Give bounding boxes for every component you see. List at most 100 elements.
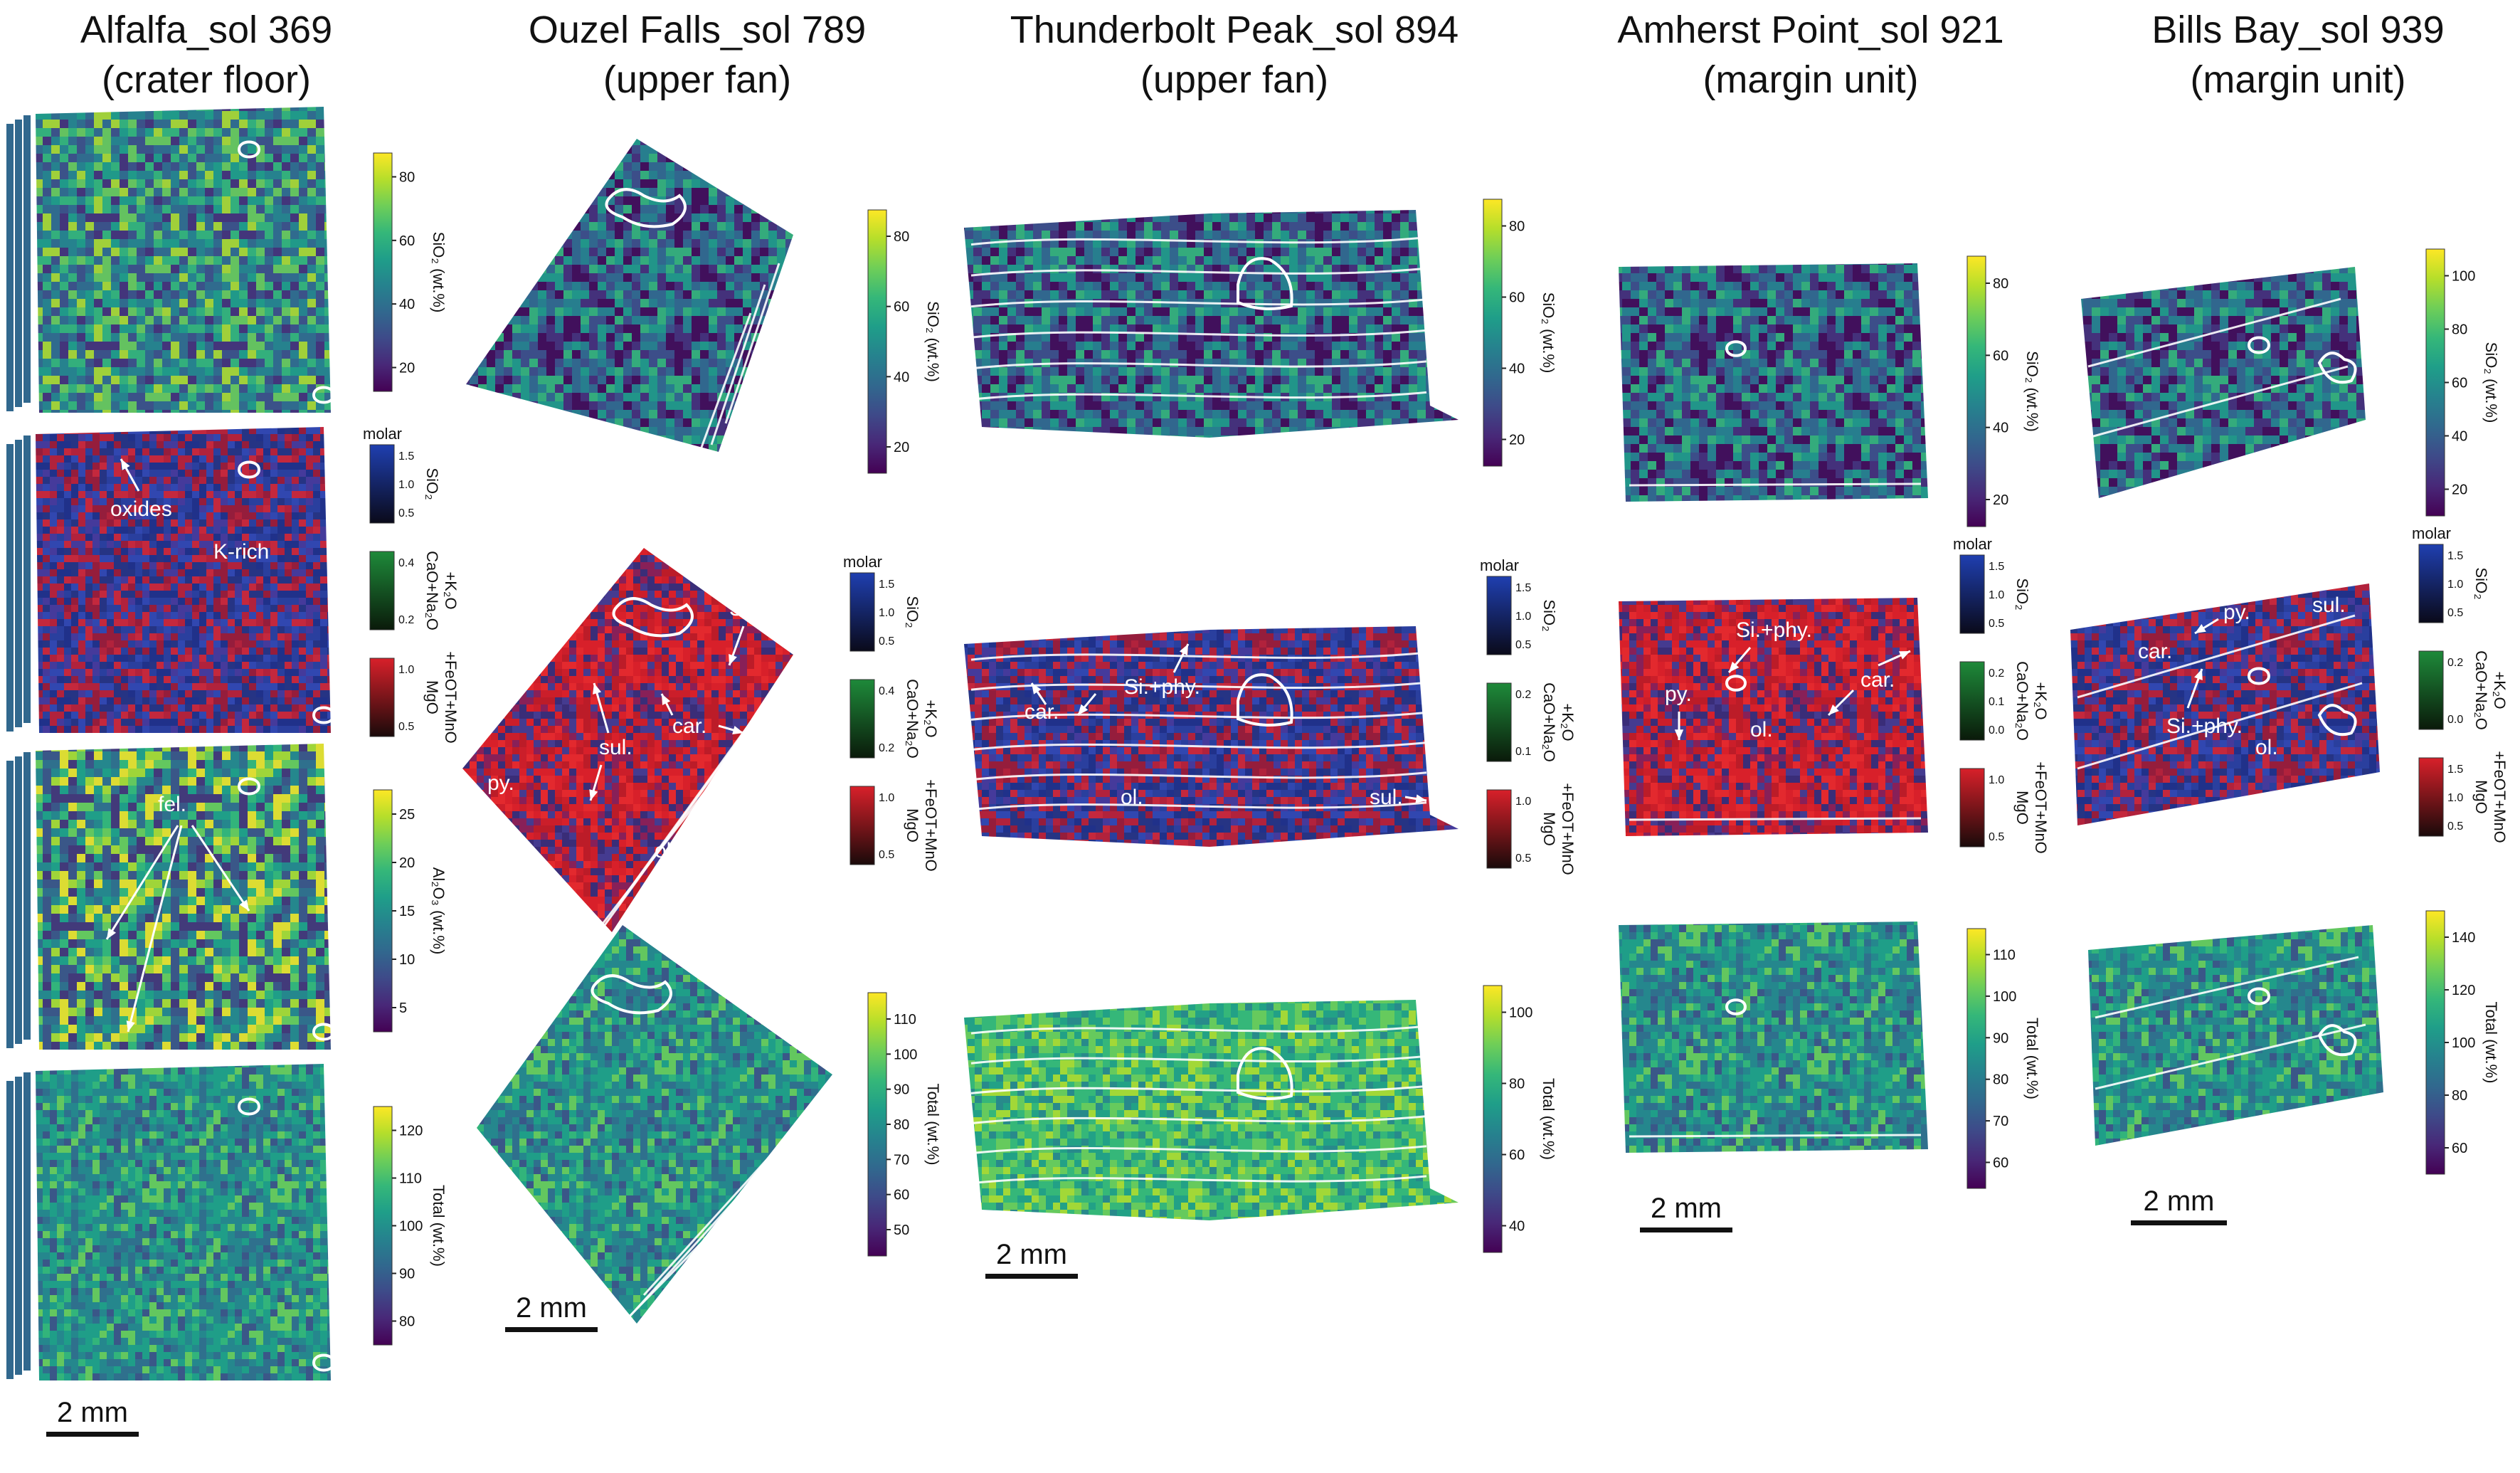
target-outline: [1237, 257, 1293, 310]
rgb-tick-label: 0.0: [1989, 724, 2004, 736]
sample-title-2: Thunderbolt Peak_sol 894 (upper fan): [1010, 9, 1458, 101]
rgb-bar-label: CaO+Na₂O: [904, 679, 921, 759]
bills-annot-sul: sul.: [2312, 593, 2346, 617]
colorbar-gradient: [1483, 199, 1503, 467]
rgb-tick-label: 0.2: [1515, 689, 1531, 701]
thunder-annot-car: car.: [1025, 682, 1059, 724]
alfalfa-map-2: [36, 744, 336, 1050]
colorbar-tick-label: 20: [2452, 482, 2467, 498]
stripe-line: [970, 1175, 1427, 1185]
sample-title: Amherst Point_sol 921: [1617, 9, 2003, 51]
colorbar-tick-label: 20: [894, 440, 909, 455]
sample-title-4: Bills Bay_sol 939 (margin unit): [2151, 9, 2444, 101]
stripe-line: [614, 1151, 791, 1332]
amherst-map-1-area: [1619, 598, 1928, 836]
colorbar-tick-label: 60: [1509, 290, 1525, 306]
stripe-line: [970, 1025, 1427, 1035]
colorbar-gradient: [373, 152, 393, 392]
ouzel-annot-ol: ol.: [655, 839, 677, 862]
bills-annot-siphy: Si.+phy.: [2166, 668, 2243, 738]
arrow-head: [1729, 661, 1740, 672]
ouzel-map-0-area: [466, 139, 793, 452]
stripe-line: [2077, 682, 2363, 770]
colorbar-label: SiO₂ (wt.%): [430, 232, 448, 313]
rgb-colorbar-top: [1959, 554, 1985, 634]
annotation-label: oxides: [110, 497, 172, 521]
rgb-colorbar-top: [1486, 576, 1512, 655]
rgb-tick-label: 0.5: [398, 507, 414, 519]
rgb-bar-label: SiO₂: [1540, 599, 1558, 631]
rgb-tick-label: 1.5: [879, 579, 894, 591]
rgb-bar-label: +K₂O: [2491, 671, 2509, 709]
stripe-line: [1629, 817, 1922, 821]
target-outline: [312, 1353, 336, 1372]
stripe-line: [970, 771, 1427, 781]
molar-label: molar: [1480, 556, 1519, 574]
stripe-line: [642, 1102, 820, 1297]
colorbar-tick-label: 10: [399, 952, 415, 968]
colorbar-gradient: [1966, 255, 1986, 527]
rgb-bar-label: +K₂O: [442, 571, 460, 609]
stripe-line: [970, 711, 1427, 721]
stripe-line: [724, 263, 780, 424]
colorbar-label: SiO₂ (wt.%): [924, 301, 942, 382]
scale-bar-label: 2 mm: [516, 1292, 587, 1324]
ouzel-rgb-colorbars: molar 1.5 1.0 0.5 SiO₂ 0.4 0.2 CaO+Na₂O +K₂O 1.0 0…: [843, 553, 940, 872]
annotation-arrow: [127, 825, 183, 1033]
rgb-tick-label: 1.5: [2447, 764, 2463, 776]
colorbar-tick-label: 80: [2452, 1088, 2467, 1104]
colorbar-tick-label: 20: [1509, 433, 1525, 448]
arrow-head: [732, 725, 743, 734]
rgb-tick-label: 1.0: [1989, 774, 2004, 786]
rgb-tick-label: 1.5: [1989, 561, 2004, 573]
annotation-label: ol.: [1121, 786, 1143, 809]
colorbar-label: Al₂O₃ (wt.%): [430, 867, 448, 955]
arrow-head: [589, 789, 598, 801]
colorbar-tick-label: 80: [1993, 276, 2008, 292]
thunder-map-2: [964, 1000, 1458, 1220]
colorbar-label: Total (wt.%): [430, 1185, 448, 1267]
target-outline: [1725, 675, 1747, 692]
rgb-tick-label: 1.5: [398, 450, 414, 463]
amherst-rgb-colorbars: molar 1.5 1.0 0.5 SiO₂ 0.2 0.1 0.0 CaO+Na₂O +K₂O 1…: [1953, 535, 2050, 854]
rgb-bar-label: SiO₂: [423, 468, 441, 500]
target-outline: [2247, 667, 2271, 685]
molar-label: molar: [843, 553, 882, 571]
arrow-head: [1179, 644, 1188, 655]
colorbar-gradient: [867, 992, 887, 1257]
colorbar-tick-label: 60: [2452, 1141, 2467, 1156]
thunder-rgb-colorbars: molar 1.5 1.0 0.5 SiO₂ 0.2 0.1 CaO+Na₂O +K₂O 1.0 0…: [1480, 556, 1577, 875]
stripe-line: [628, 1123, 805, 1318]
scale-bar-line: [46, 1432, 139, 1437]
target-outline: [2247, 336, 2271, 354]
target-outline: [312, 1023, 336, 1041]
thunder-map-1-area: [964, 626, 1458, 847]
ouzel-map-1-area: [462, 548, 793, 932]
stripe-line: [970, 801, 1427, 811]
rgb-bar-label: MgO: [423, 680, 441, 714]
colorbar-tick-label: 40: [894, 369, 909, 385]
rgb-tick-label: 1.0: [879, 607, 894, 619]
rgb-bar-label: MgO: [2013, 791, 2031, 825]
rgb-colorbar-mid: [2418, 650, 2444, 730]
annotation-label: ol.: [655, 839, 677, 862]
target-outline: [605, 188, 687, 228]
alfalfa-map-3: [36, 1064, 336, 1380]
sample-title: Ouzel Falls_sol 789: [529, 9, 866, 51]
sample-subtitle: (upper fan): [1140, 58, 1328, 101]
colorbar-label: SiO₂ (wt.%): [1540, 292, 1557, 374]
rgb-colorbar-top: [2418, 544, 2444, 623]
rgb-tick-label: 1.5: [2447, 550, 2463, 562]
rgb-bar-label: SiO₂: [2472, 567, 2490, 599]
thunder-annot-siphy: Si.+phy.: [1076, 643, 1200, 716]
ouzel-map-1: [462, 548, 793, 940]
colorbar-tick-label: 20: [1993, 492, 2008, 508]
amherst-map-0-area: [1619, 263, 1928, 502]
annotation-label: Si.+phy.: [1124, 675, 1200, 699]
annotation-arrow: [105, 825, 179, 940]
bills-map-1: [2070, 584, 2380, 825]
stripe-line: [970, 681, 1427, 691]
rgb-bar-label: SiO₂: [2013, 578, 2031, 610]
rgb-bar-label: +K₂O: [2032, 682, 2050, 719]
colorbar-tick-label: 100: [399, 1219, 423, 1235]
